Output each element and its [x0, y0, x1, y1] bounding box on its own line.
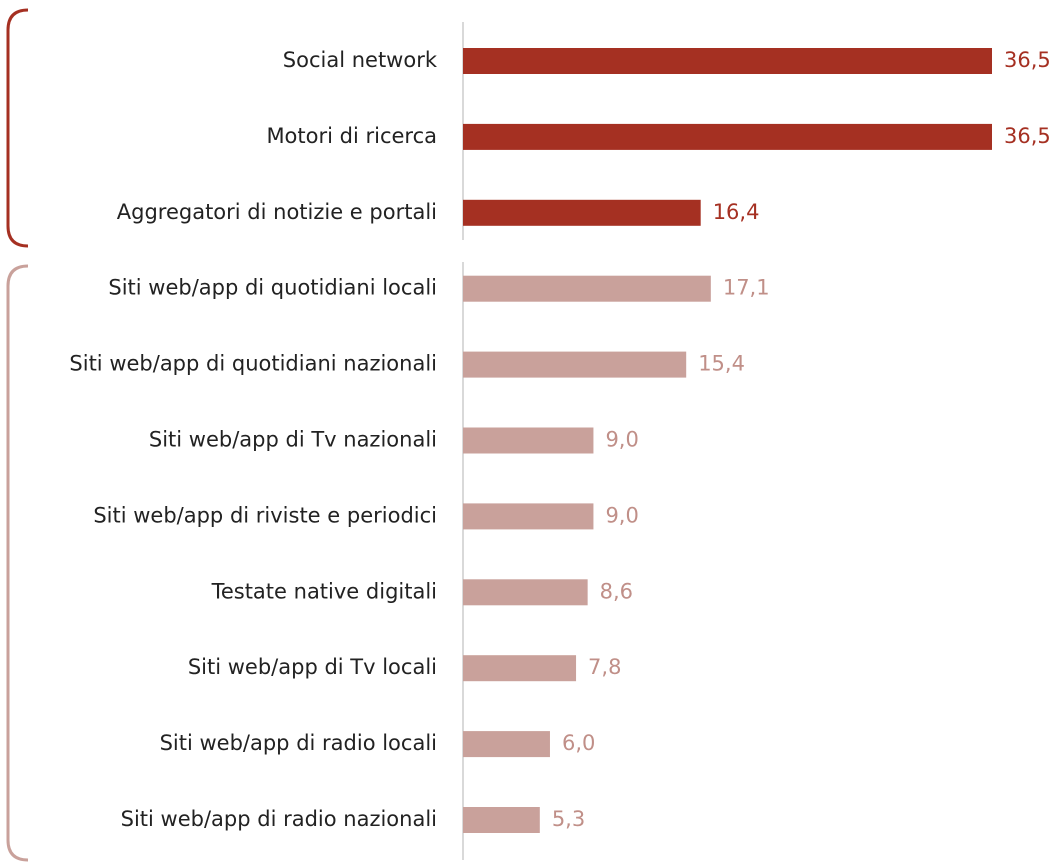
value-label: 15,4: [698, 352, 745, 376]
bar: [463, 579, 588, 606]
category-label: Motori di ricerca: [266, 124, 437, 148]
bar: [463, 123, 992, 150]
value-label: 36,5: [1004, 48, 1051, 72]
category-label: Testate native digitali: [211, 579, 437, 603]
category-label: Siti web/app di Tv nazionali: [149, 428, 437, 452]
category-label: Siti web/app di quotidiani nazionali: [69, 352, 437, 376]
category-label: Siti web/app di Tv locali: [188, 655, 437, 679]
category-label: Siti web/app di riviste e periodici: [93, 503, 437, 527]
category-label: Siti web/app di quotidiani locali: [108, 276, 437, 300]
category-label: Aggregatori di notizie e portali: [117, 200, 437, 224]
bar: [463, 655, 577, 682]
bar: [463, 275, 711, 302]
group-bracket: [6, 8, 29, 248]
value-label: 16,4: [713, 200, 760, 224]
category-label: Siti web/app di radio nazionali: [121, 807, 437, 831]
value-label: 6,0: [562, 731, 595, 755]
group-bracket: [6, 264, 29, 862]
value-label: 5,3: [552, 807, 585, 831]
bar: [463, 807, 540, 833]
category-label: Social network: [283, 48, 438, 72]
bar: [463, 48, 992, 74]
value-label: 7,8: [588, 655, 621, 679]
bar: [463, 503, 594, 530]
bar: [463, 731, 550, 758]
value-label: 17,1: [723, 276, 770, 300]
value-label: 9,0: [605, 428, 638, 452]
bar: [463, 199, 701, 226]
category-label: Siti web/app di radio locali: [160, 731, 437, 755]
value-label: 36,5: [1004, 124, 1051, 148]
bar: [463, 351, 687, 378]
value-label: 8,6: [600, 579, 633, 603]
bar: [463, 427, 594, 454]
value-label: 9,0: [605, 503, 638, 527]
